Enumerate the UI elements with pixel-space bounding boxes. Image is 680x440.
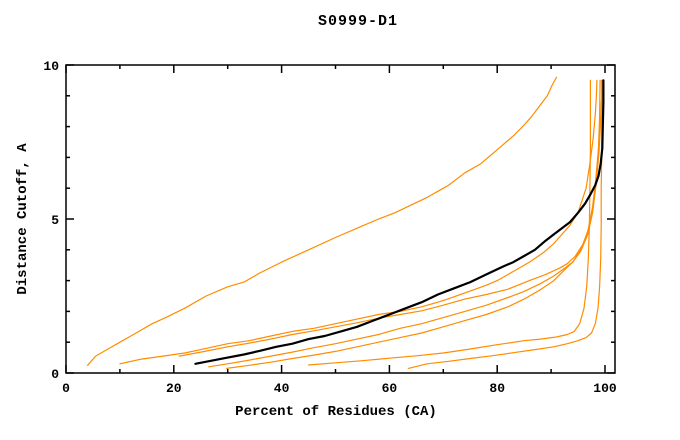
y-tick-label: 0: [51, 367, 59, 382]
curve-model-6: [308, 79, 592, 366]
y-tick-label: 5: [51, 213, 59, 228]
plot-border: [65, 64, 616, 374]
x-axis-label: Percent of Residues (CA): [235, 404, 437, 420]
x-tick-label: 20: [166, 381, 182, 396]
curve-model-2: [119, 79, 598, 365]
x-tick-label: 80: [489, 381, 505, 396]
y-tick-label: 10: [43, 59, 59, 74]
curve-highlight-black: [194, 79, 605, 365]
curve-model-outlier: [86, 76, 558, 366]
x-tick-label: 100: [593, 381, 617, 396]
curve-model-4: [208, 79, 603, 368]
plot-title: S0999-D1: [317, 13, 399, 30]
x-tick-label: 0: [62, 381, 70, 396]
x-tick-label: 60: [382, 381, 398, 396]
x-tick-label: 40: [274, 381, 290, 396]
curve-model-7: [407, 79, 603, 369]
